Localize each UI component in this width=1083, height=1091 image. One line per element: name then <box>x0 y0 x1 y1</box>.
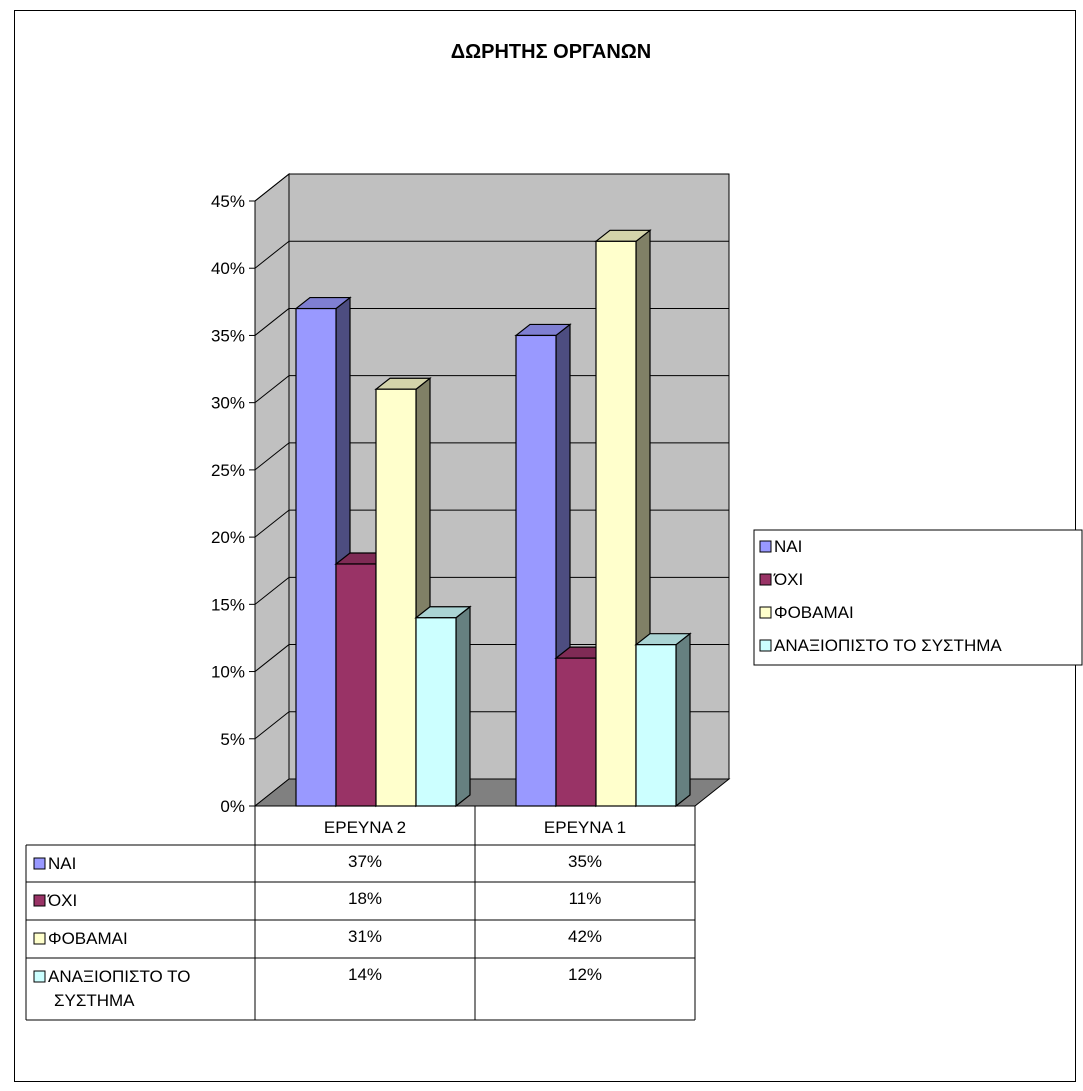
bar <box>414 605 472 808</box>
bar-front <box>415 617 457 807</box>
table-cell: 14% <box>348 965 382 984</box>
gridline-side <box>254 375 290 404</box>
gridline-side <box>254 509 290 538</box>
table-swatch <box>33 894 46 907</box>
gridline-side <box>254 173 290 202</box>
legend-label: ΝΑΙ <box>774 537 802 556</box>
legend-label: ΑΝΑΞΙΟΠΙΣΤΟ ΤΟ ΣΥΣΤΗΜΑ <box>774 636 1002 655</box>
legend-box <box>753 529 1083 666</box>
table-cell: 18% <box>348 889 382 908</box>
gridline-side <box>254 576 290 605</box>
table-cell: 37% <box>348 852 382 871</box>
bar-front <box>515 334 557 807</box>
y-tick-label: 25% <box>211 461 245 480</box>
legend-label: ΌΧΙ <box>773 570 803 589</box>
gridline-side <box>254 644 290 672</box>
legend-label: ΦΟΒΑΜΑΙ <box>774 603 854 622</box>
legend-swatch <box>759 639 772 652</box>
bar-front <box>635 644 677 807</box>
table-cell: 11% <box>569 889 602 908</box>
bar-front <box>375 388 417 807</box>
legend-swatch <box>759 606 772 619</box>
gridline-side <box>254 308 290 336</box>
table-row-label: ΑΝΑΞΙΟΠΙΣΤΟ ΤΟ ΣΥΣΤΗΜΑ <box>48 967 190 1010</box>
bar <box>634 632 692 808</box>
y-tick-label: 0% <box>220 797 245 816</box>
side-wall <box>254 172 290 808</box>
table-row-label: ΦΟΒΑΜΑΙ <box>48 929 128 948</box>
table-row-label: ΌΧΙ <box>47 891 77 910</box>
gridline-side <box>254 442 290 471</box>
y-tick-label: 45% <box>211 192 245 211</box>
legend-swatch <box>759 573 772 586</box>
y-tick-label: 30% <box>211 394 245 413</box>
legend-swatch <box>759 540 772 553</box>
y-tick-label: 5% <box>220 730 245 749</box>
bar-front <box>335 563 377 807</box>
gridline-side <box>254 240 290 269</box>
table-header: ΕΡΕΥΝΑ 2 <box>324 818 406 837</box>
table-cell: 35% <box>568 852 602 871</box>
table-cell: 42% <box>568 927 602 946</box>
bar-front <box>555 657 597 807</box>
gridline-side <box>254 711 290 740</box>
bar-side <box>675 632 691 808</box>
table-swatch <box>33 970 46 983</box>
bar-side <box>455 605 471 808</box>
y-tick-label: 15% <box>211 595 245 614</box>
y-tick-label: 35% <box>211 326 245 345</box>
table-header: ΕΡΕΥΝΑ 1 <box>544 818 626 837</box>
table-cell: 12% <box>568 965 602 984</box>
bar-front <box>595 240 637 807</box>
y-tick-label: 40% <box>211 259 245 278</box>
bar-front <box>295 307 337 807</box>
table-row-label: ΝΑΙ <box>48 854 76 873</box>
y-tick-label: 10% <box>211 663 245 682</box>
chart-title: ΔΩΡΗΤΗΣ ΟΡΓΑΝΩΝ <box>451 41 652 63</box>
table-swatch <box>33 932 46 945</box>
table-cell: 31% <box>348 927 382 946</box>
y-tick-label: 20% <box>211 528 245 547</box>
table-swatch <box>33 857 46 870</box>
